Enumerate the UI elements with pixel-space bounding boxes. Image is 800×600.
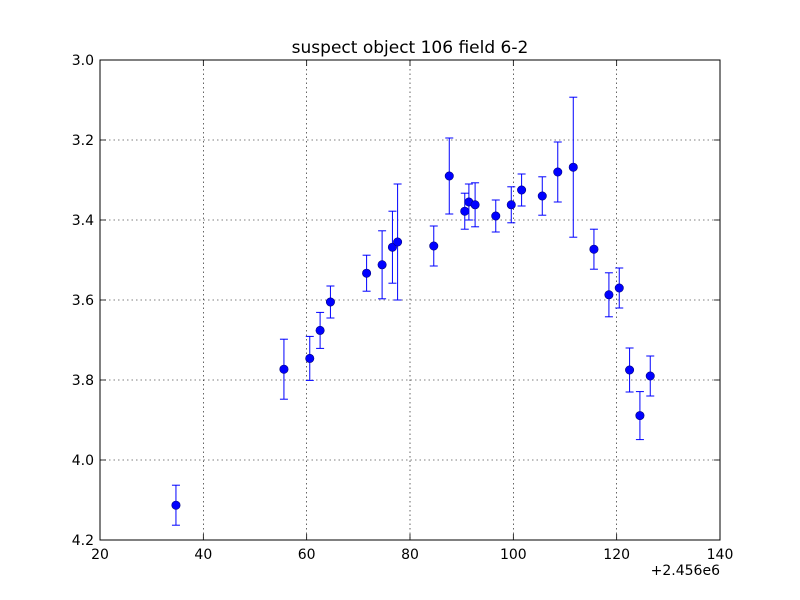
data-point: [645, 371, 655, 381]
data-point-group: [553, 141, 563, 203]
x-tick-label: 120: [603, 547, 630, 563]
data-point: [553, 167, 563, 177]
data-point: [635, 411, 645, 421]
axis-layer: 20 40 60 80 100 120 140 3.0 3.2 3.4 3.6 3.8 4.0 4.2: [72, 53, 734, 563]
data-point: [393, 237, 403, 247]
chart-title: suspect object 106 field 6-2: [292, 38, 529, 58]
y-tick-label: 3.6: [72, 293, 94, 309]
x-tick-label: 100: [500, 547, 527, 563]
data-point-group: [589, 228, 599, 270]
data-point-group: [470, 182, 480, 228]
data-point: [537, 191, 547, 201]
data-point-group: [362, 254, 372, 292]
data-point: [377, 260, 387, 270]
data-point: [568, 162, 578, 172]
y-tick-label: 3.2: [72, 133, 94, 149]
data-point-group: [568, 96, 578, 238]
grid-layer: [100, 60, 720, 540]
data-point-group: [305, 335, 315, 381]
data-point-group: [604, 272, 614, 318]
y-tick-label: 4.0: [72, 453, 94, 469]
data-point: [315, 325, 325, 335]
data-point-group: [279, 338, 289, 400]
y-tick-label: 3.4: [72, 213, 94, 229]
data-point: [589, 244, 599, 254]
data-layer: [171, 96, 655, 526]
data-point-group: [444, 137, 454, 215]
data-point-group: [377, 230, 387, 300]
data-point-group: [537, 176, 547, 216]
data-point: [604, 290, 614, 300]
data-point-group: [517, 173, 527, 207]
data-point: [362, 268, 372, 278]
y-tick-label: 3.8: [72, 373, 94, 389]
data-point-group: [506, 186, 516, 224]
data-point-group: [625, 347, 635, 393]
data-point: [460, 206, 470, 216]
data-point: [444, 171, 454, 181]
data-point: [429, 241, 439, 251]
data-point-group: [429, 225, 439, 267]
data-point-group: [171, 484, 181, 526]
data-point: [470, 200, 480, 210]
x-tick-label: 20: [91, 547, 109, 563]
plot-frame: [99, 59, 721, 541]
data-point-group: [491, 199, 501, 233]
y-tick-label: 4.2: [72, 533, 94, 549]
x-tick-label: 60: [298, 547, 316, 563]
data-point: [491, 211, 501, 221]
data-point: [171, 500, 181, 510]
data-point: [517, 185, 527, 195]
x-axis-offset-label: +2.456e6: [651, 563, 720, 579]
data-point: [305, 353, 315, 363]
data-point-group: [460, 192, 470, 230]
data-point-group: [315, 311, 325, 349]
data-point-group: [645, 355, 655, 397]
x-tick-label: 140: [707, 547, 734, 563]
data-point: [625, 365, 635, 375]
data-point: [614, 283, 624, 293]
data-point: [279, 364, 289, 374]
x-tick-label: 80: [401, 547, 419, 563]
data-point: [506, 200, 516, 210]
data-point-group: [635, 391, 645, 441]
data-point-group: [614, 267, 624, 309]
data-point: [325, 297, 335, 307]
data-point-group: [393, 183, 403, 301]
data-point-group: [325, 285, 335, 319]
y-tick-label: 3.0: [72, 53, 94, 69]
x-tick-label: 40: [194, 547, 212, 563]
